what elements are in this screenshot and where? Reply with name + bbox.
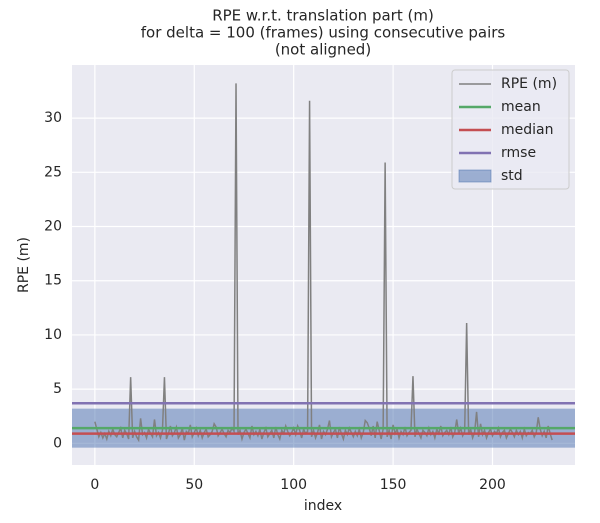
y-tick-label: 15 xyxy=(44,273,62,289)
x-tick-label: 50 xyxy=(185,477,203,493)
y-axis-label: RPE (m) xyxy=(16,237,32,293)
legend-swatch xyxy=(458,169,492,183)
chart-title: RPE w.r.t. translation part (m) xyxy=(212,7,434,25)
chart-title: for delta = 100 (frames) using consecuti… xyxy=(141,24,506,42)
x-tick-label: 150 xyxy=(380,477,407,493)
y-tick-label: 20 xyxy=(44,219,62,235)
y-tick-label: 25 xyxy=(44,164,62,180)
y-tick-label: 0 xyxy=(53,435,62,451)
y-tick-label: 10 xyxy=(44,327,62,343)
x-tick-label: 200 xyxy=(479,477,506,493)
legend-label: median xyxy=(501,122,553,138)
x-axis-label: index xyxy=(304,498,342,514)
x-tick-label: 0 xyxy=(90,477,99,493)
legend-label: mean xyxy=(501,99,541,115)
legend-label: rmse xyxy=(501,145,536,161)
legend-box xyxy=(451,69,570,190)
chart-title: (not aligned) xyxy=(275,41,371,59)
legend-label: RPE (m) xyxy=(501,76,557,92)
y-tick-label: 5 xyxy=(53,381,62,397)
x-tick-label: 100 xyxy=(280,477,307,493)
legend-label: std xyxy=(501,168,523,184)
y-tick-label: 30 xyxy=(44,110,62,126)
